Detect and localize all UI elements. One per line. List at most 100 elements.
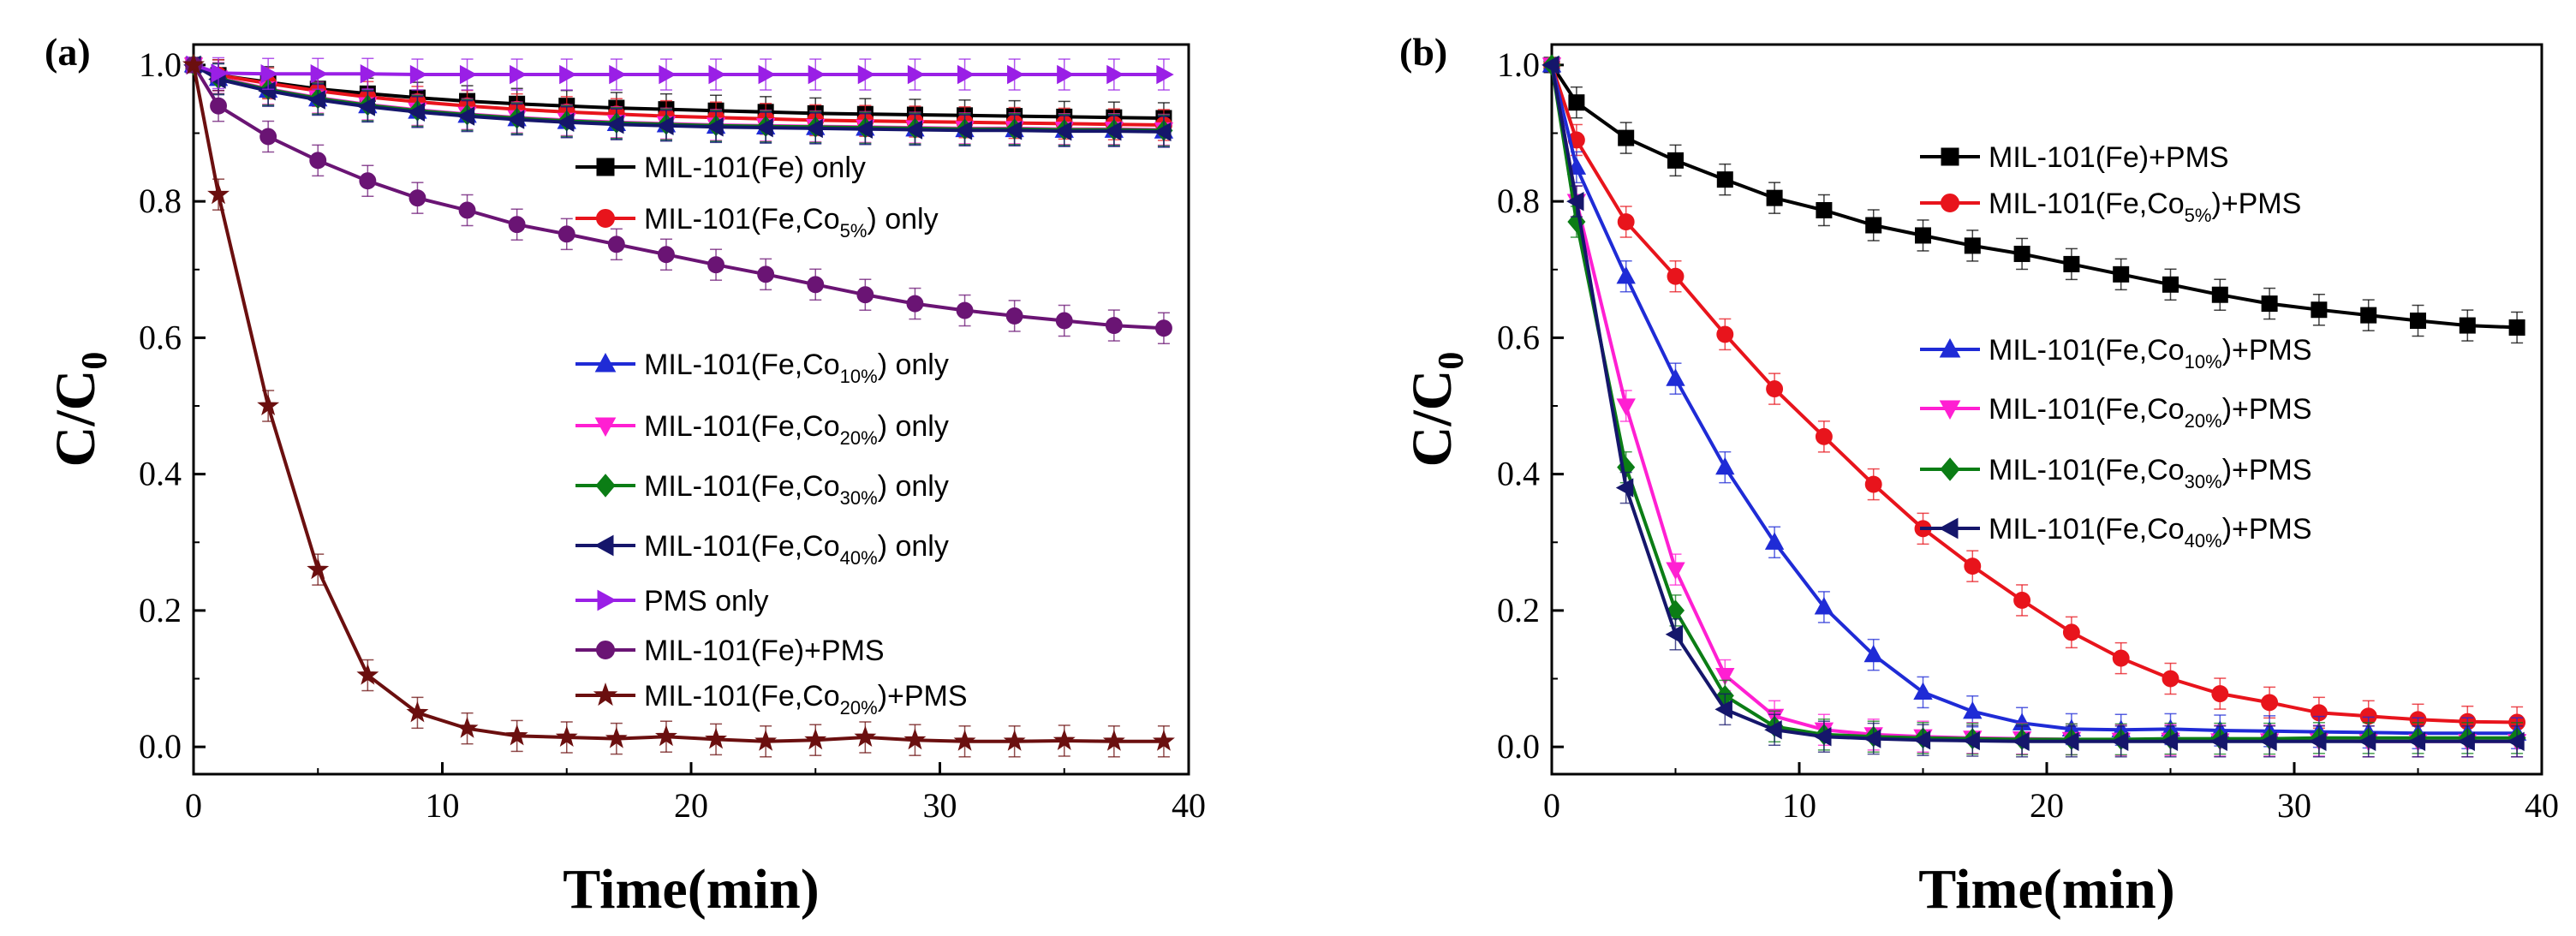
y-tick-label: 1.0 (1497, 45, 1540, 84)
data-point (1665, 624, 1684, 644)
data-point (407, 102, 426, 122)
legend-item: MIL-101(Fe,Co20%) only (575, 410, 949, 449)
panel-b-series (1541, 54, 2527, 758)
panel-b-tag: (b) (1399, 30, 1447, 74)
y-tick-label: 0.6 (1497, 318, 1540, 356)
series-line (192, 63, 1165, 331)
data-point (1005, 307, 1023, 325)
legend-marker (594, 352, 617, 373)
data-point (207, 182, 230, 205)
data-point (1004, 121, 1023, 140)
series-8 (182, 53, 1175, 758)
data-point (1964, 557, 1982, 575)
data-point (1106, 64, 1124, 85)
data-point (456, 717, 479, 738)
legend-item: MIL-101(Fe,Co5%) only (575, 203, 939, 241)
data-point (2507, 731, 2525, 751)
data-point (659, 64, 677, 85)
data-point (359, 172, 377, 190)
legend-label: MIL-101(Fe,Co30%) only (644, 470, 949, 509)
legend-marker (593, 682, 618, 706)
data-point (2311, 301, 2328, 319)
panel-a-series (182, 53, 1175, 758)
data-point (2160, 731, 2179, 751)
data-point (658, 246, 675, 264)
data-point (356, 663, 379, 685)
legend-marker (1941, 194, 1959, 212)
data-point (357, 97, 375, 116)
legend-label: MIL-101(Fe)+PMS (1989, 141, 2229, 174)
data-point (2061, 731, 2079, 751)
data-point (654, 724, 677, 747)
legend-item: MIL-101(Fe,Co40%)+PMS (1920, 513, 2312, 551)
legend-label: PMS only (644, 585, 769, 617)
data-point (607, 235, 625, 253)
data-point (307, 90, 325, 110)
legend-marker (594, 417, 617, 438)
data-point (458, 201, 476, 219)
data-point (211, 63, 229, 83)
data-point (406, 701, 429, 723)
data-point (2261, 295, 2278, 313)
legend-label: MIL-101(Fe,Co40%) only (644, 530, 949, 569)
data-point (556, 112, 575, 132)
data-point (182, 53, 206, 75)
y-tick-label: 1.0 (139, 45, 182, 84)
y-tick-label: 0.2 (1497, 591, 1540, 629)
data-point (609, 64, 627, 85)
data-point (1865, 217, 1882, 234)
x-tick-label: 0 (1543, 786, 1560, 825)
legend-item: MIL-101(Fe,Co40%) only (575, 530, 949, 569)
data-point (1104, 121, 1122, 141)
data-point (2062, 623, 2080, 641)
legend-label: MIL-101(Fe,Co20%)+PMS (1989, 393, 2312, 432)
data-point (1964, 237, 1981, 254)
y-tick-label: 0.4 (1497, 455, 1540, 493)
data-point (2162, 276, 2179, 293)
data-point (505, 724, 528, 746)
legend-label: MIL-101(Fe)+PMS (644, 635, 885, 667)
data-point (1057, 64, 1075, 85)
data-point (1667, 267, 1685, 285)
data-point (459, 64, 478, 85)
data-point (1766, 189, 1783, 206)
data-point (1764, 720, 1782, 740)
data-point (360, 64, 379, 84)
data-point (309, 152, 327, 170)
series-5 (183, 55, 1172, 148)
legend-marker (596, 641, 615, 659)
data-point (754, 730, 778, 751)
data-point (1007, 64, 1025, 85)
data-point (1666, 562, 1685, 580)
data-point (1814, 597, 1834, 615)
data-point (1913, 682, 1933, 701)
data-point (258, 80, 276, 101)
data-point (257, 394, 280, 415)
data-point (260, 64, 278, 84)
legend-label: MIL-101(Fe,Co5%) only (644, 203, 939, 241)
data-point (2013, 245, 2030, 262)
legend-item: MIL-101(Fe,Co20%)+PMS (1920, 393, 2312, 432)
legend-item: MIL-101(Fe) only (575, 152, 866, 184)
data-point (2358, 731, 2376, 751)
panel-a-axes: 0 10 20 30 40 0.0 0.2 0.4 0.6 0.8 1.0 (139, 45, 1206, 825)
data-point (705, 727, 728, 749)
legend-label: MIL-101(Fe,Co20%) only (644, 410, 949, 449)
data-point (2410, 312, 2426, 329)
data-point (1815, 427, 1833, 445)
data-point (2211, 286, 2228, 303)
data-point (2309, 731, 2327, 751)
legend-marker (596, 209, 615, 228)
legend-label: MIL-101(Fe,Co10%) only (644, 349, 949, 387)
data-point (2113, 265, 2130, 283)
data-point (1102, 730, 1125, 751)
data-point (1816, 201, 1833, 218)
legend-marker (597, 589, 617, 611)
data-point (903, 728, 927, 750)
legend-marker (1941, 147, 1959, 166)
data-point (210, 97, 228, 115)
data-point (854, 725, 877, 747)
data-point (1566, 191, 1584, 212)
data-point (953, 730, 976, 751)
data-point (1615, 478, 1634, 498)
